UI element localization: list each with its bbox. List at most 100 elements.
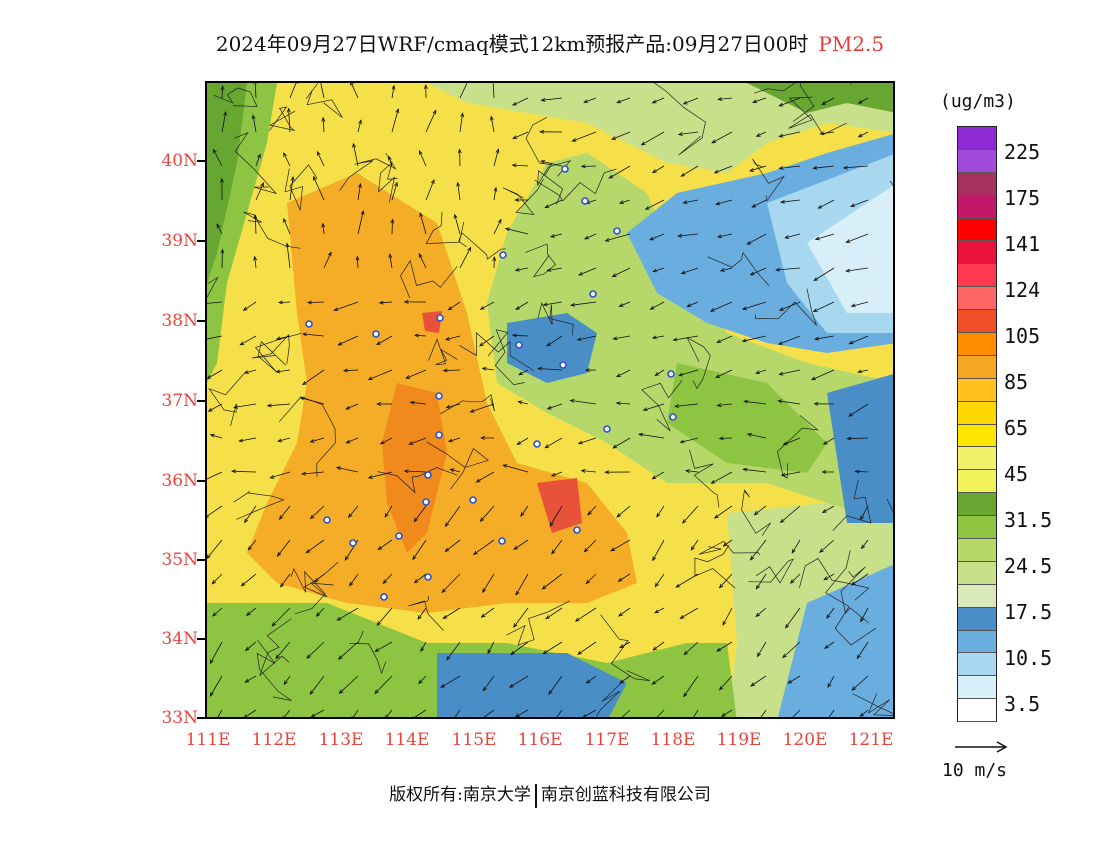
wind-vector-head (654, 582, 659, 588)
boundary-line (378, 161, 398, 203)
wind-vector-head (722, 620, 727, 626)
wind-vector-head (845, 239, 851, 243)
wind-vector-head (576, 337, 582, 341)
wind-vector-head (209, 692, 214, 697)
wind-vector-head (651, 680, 657, 685)
wind-vector-head (253, 214, 258, 220)
wind-vector-head (277, 438, 283, 443)
wind-vector-head (302, 380, 307, 386)
wind-vector (245, 641, 257, 651)
wind-vector-head (285, 242, 290, 248)
wind-vector (374, 675, 393, 694)
wind-vector (675, 573, 699, 588)
wind-vector (515, 301, 529, 310)
wind-vector (717, 403, 733, 406)
wind-vector (391, 219, 393, 235)
wind-vector-head (420, 647, 425, 653)
wind-vector (336, 467, 359, 473)
boundary-line (653, 83, 706, 156)
wind-vector (619, 675, 631, 684)
boundary-line (254, 332, 302, 372)
legend-swatch (958, 218, 996, 242)
legend-swatch (958, 447, 996, 471)
wind-vector-head (457, 148, 462, 154)
footer-separator (534, 783, 537, 808)
wind-vector (652, 539, 665, 561)
wind-vector-head (743, 399, 749, 404)
wind-vector (512, 97, 529, 106)
wind-vector-head (444, 547, 450, 553)
boundary-line (777, 415, 819, 479)
wind-vector (581, 165, 597, 167)
wind-vector (510, 641, 529, 655)
wind-vector-head (358, 119, 362, 125)
wind-vector-head (580, 164, 586, 169)
wind-vector-head (537, 366, 543, 371)
legend-label: 31.5 (1004, 508, 1053, 532)
wind-vector-head (640, 141, 646, 146)
wind-vector-head (445, 404, 451, 409)
wind-vector (482, 675, 495, 691)
wind-vector-head (542, 302, 548, 307)
boundary-line (233, 132, 278, 195)
wind-vector-head (350, 83, 354, 86)
wind-vector (581, 470, 597, 473)
wind-vector-head (813, 401, 819, 406)
wind-vector-head (309, 690, 314, 696)
wind-vector (673, 335, 699, 341)
wind-vector-head (502, 464, 508, 468)
wind-vector-head (442, 368, 448, 373)
wind-vector (483, 709, 495, 717)
wind-vector-head (580, 469, 586, 473)
wind-vector-head (810, 376, 816, 381)
wind-vector (715, 369, 733, 378)
wind-vector (448, 437, 461, 442)
wind-vector (221, 249, 223, 269)
wind-vector (368, 471, 393, 479)
wind-vector (376, 607, 393, 626)
wind-vector (779, 165, 801, 169)
wind-vector (683, 199, 699, 204)
wind-vector (379, 301, 393, 304)
wind-vector (244, 505, 257, 523)
wind-vector-head (480, 435, 486, 440)
wind-vector-head (419, 212, 424, 218)
wind-vector-head (585, 579, 591, 585)
wind-vector (545, 607, 563, 620)
wind-vector-head (487, 649, 492, 655)
boundary-line (832, 480, 872, 531)
wind-vector-head (403, 469, 409, 474)
wind-vector (245, 675, 257, 683)
wind-vector (457, 182, 461, 201)
boundary-line (400, 259, 458, 299)
wind-vectors (207, 83, 869, 717)
wind-vector (687, 301, 699, 307)
wind-vector-head (569, 399, 575, 403)
wind-vector (348, 505, 359, 518)
city-marker (372, 330, 380, 338)
wind-vector (818, 199, 835, 209)
wind-vector (217, 709, 223, 717)
wind-vector-head (824, 644, 829, 649)
wind-vector (572, 131, 597, 142)
wind-vector (271, 607, 291, 627)
wind-vector-head (518, 371, 524, 376)
wind-vector (207, 505, 223, 517)
wind-vector-head (604, 470, 610, 475)
wind-vector (357, 120, 362, 133)
wind-vector (350, 83, 359, 99)
wind-vector (608, 165, 631, 179)
wind-vector-head (782, 653, 787, 659)
wind-vector-head (716, 403, 722, 408)
hotspot-116e (537, 478, 582, 533)
wind-vector (813, 165, 835, 169)
lat-label-37n: 37N (161, 391, 198, 411)
lat-tick (197, 638, 205, 640)
wind-vector-head (212, 612, 217, 617)
wind-vector-head (610, 547, 616, 552)
wind-vector-head (644, 206, 650, 210)
city-marker (380, 593, 388, 601)
wind-vector-head (713, 169, 719, 174)
wind-vector (278, 301, 291, 303)
wind-vector-head (275, 369, 281, 374)
